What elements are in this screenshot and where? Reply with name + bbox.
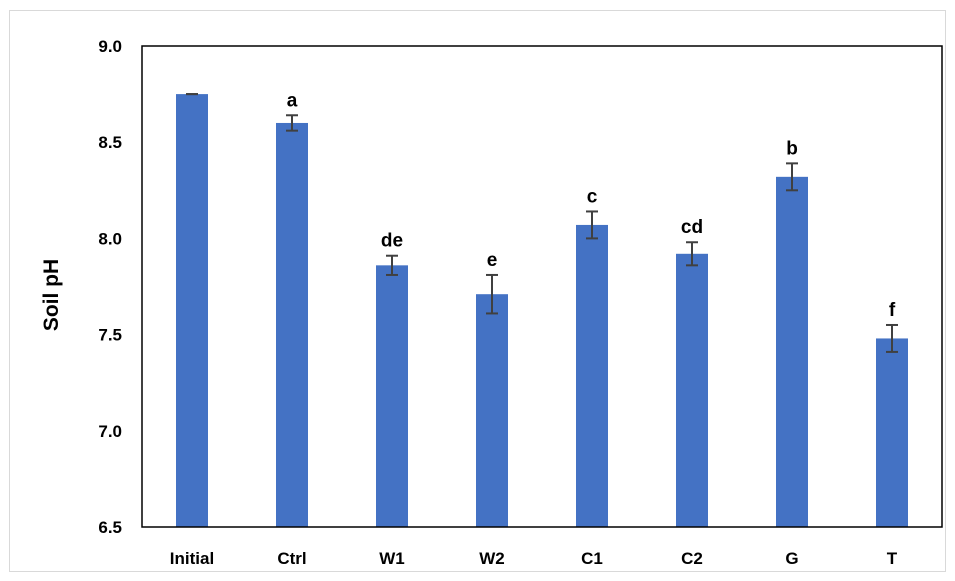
significance-label: de xyxy=(381,231,403,252)
significance-label: e xyxy=(487,250,498,271)
category-label: W1 xyxy=(379,549,405,568)
error-bars xyxy=(186,93,898,353)
bar xyxy=(876,338,908,527)
category-label: Initial xyxy=(170,549,214,568)
y-axis-title-group: Soil pH xyxy=(40,259,63,331)
category-label: Ctrl xyxy=(277,549,306,568)
bar xyxy=(376,265,408,527)
significance-label: a xyxy=(287,90,298,111)
y-tick-label: 6.5 xyxy=(98,518,122,537)
significance-label: b xyxy=(786,138,798,159)
significance-label: f xyxy=(889,300,896,321)
bar xyxy=(476,294,508,527)
category-label: T xyxy=(887,549,898,568)
y-tick-label: 7.0 xyxy=(98,422,122,441)
category-label: W2 xyxy=(479,549,505,568)
bars xyxy=(176,94,908,528)
bar xyxy=(776,176,808,527)
y-axis-title: Soil pH xyxy=(40,259,63,331)
category-label: C1 xyxy=(581,549,603,568)
y-tick-label: 8.0 xyxy=(98,229,122,248)
significance-label: c xyxy=(587,186,598,207)
bar xyxy=(676,253,708,528)
significance-label: cd xyxy=(681,217,703,238)
plot-area-border xyxy=(141,45,943,528)
y-tick-label: 7.5 xyxy=(98,326,122,345)
bar xyxy=(276,122,308,528)
y-tick-label: 9.0 xyxy=(98,37,122,56)
category-labels: Initial Ctrl W1 W2 C1 C2 G T xyxy=(170,549,898,568)
bar xyxy=(576,224,608,527)
category-label: G xyxy=(785,549,798,568)
y-tick-labels: 6.5 7.0 7.5 8.0 8.5 9.0 xyxy=(98,37,122,537)
bar xyxy=(176,94,208,527)
y-tick-label: 8.5 xyxy=(98,133,122,152)
category-label: C2 xyxy=(681,549,703,568)
significance-labels: a de e c cd b f xyxy=(287,90,896,321)
